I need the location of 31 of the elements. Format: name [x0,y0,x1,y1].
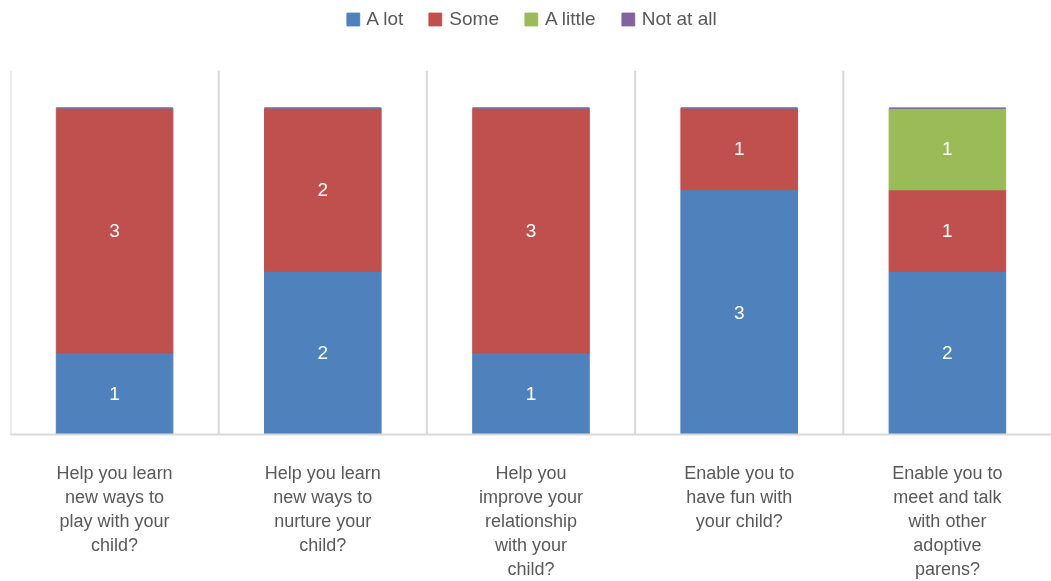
x-tick-label: Help you learn new ways to nurture your child? [264,462,381,555]
x-tick-label: Enable you to meet and talk with other adoptive parens? [892,462,1003,579]
data-label: 3 [733,301,745,323]
bar [55,107,174,354]
data-label: 1 [109,383,120,405]
bar [888,270,1007,435]
x-tick-label: Enable you to have fun with your child? [684,462,795,531]
data-label: 2 [942,342,953,364]
legend-label: A lot [366,8,404,30]
data-label: 1 [942,220,953,242]
data-label: 3 [525,220,537,242]
bar [472,107,590,354]
bar [55,352,174,435]
data-label: 2 [317,342,329,364]
bar [888,107,1007,191]
data-label: 2 [317,179,329,201]
data-label: 3 [109,220,120,242]
data-label: 1 [733,138,745,160]
bar [264,270,382,435]
x-tick-label: Help you learn new ways to play with your child? [56,462,173,555]
legend-label: Some [449,8,499,30]
bar [888,189,1007,272]
legend-label: A little [544,8,596,30]
data-label: 1 [525,383,537,405]
bar [680,189,798,435]
legend-label: Not at all [641,8,717,30]
x-tick-label: Help you improve your relationship with your child? [478,462,584,579]
bar [680,107,798,191]
data-label: 1 [942,138,953,160]
bar [472,352,590,435]
bar [264,107,382,272]
